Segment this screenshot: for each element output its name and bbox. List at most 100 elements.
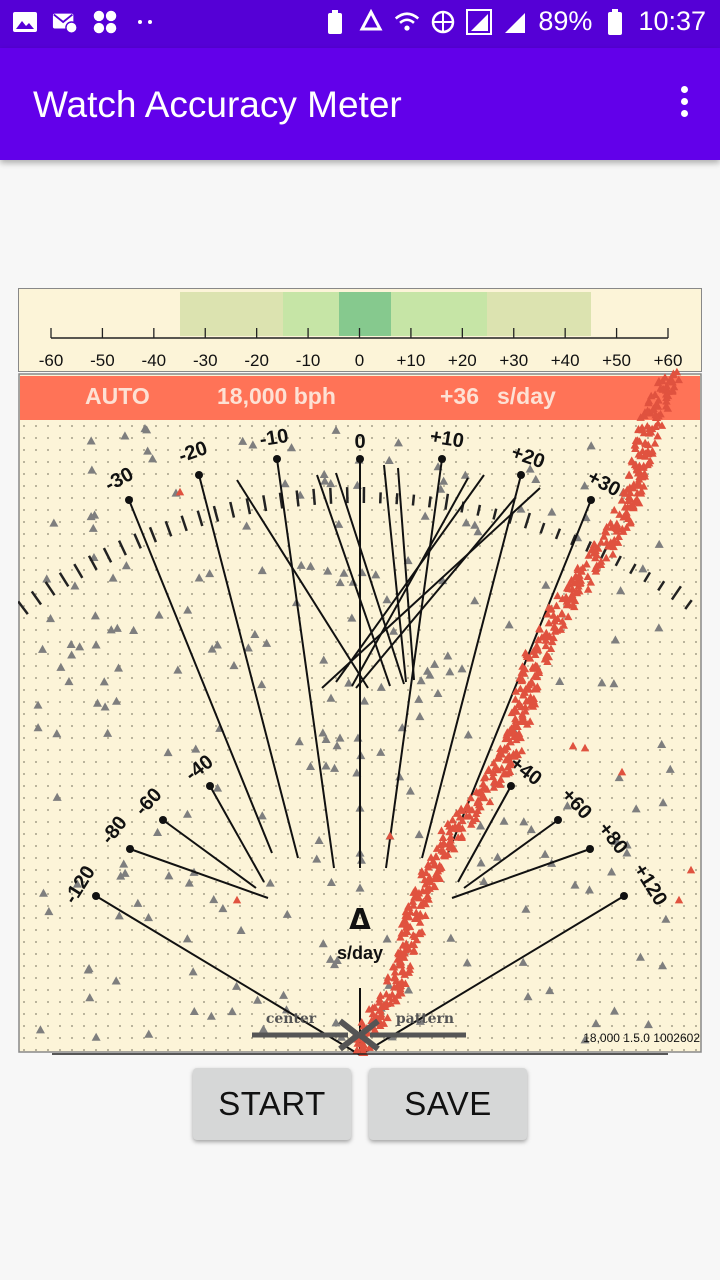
- marker: [404, 902, 413, 910]
- marker: [279, 990, 289, 999]
- marker: [114, 663, 124, 672]
- arc-tick: [245, 498, 252, 515]
- marker: [52, 792, 62, 801]
- fan-label-plus10: +10: [428, 426, 465, 453]
- marker: [439, 476, 449, 485]
- arc-tick: [102, 547, 113, 563]
- marker: [518, 710, 527, 718]
- marker: [488, 772, 497, 781]
- fan-line: [129, 848, 269, 899]
- fan-lines: [92, 455, 628, 1056]
- fan-line: [198, 474, 299, 859]
- marker: [624, 496, 633, 505]
- marker: [570, 880, 580, 889]
- marker: [517, 746, 526, 755]
- marker: [430, 874, 439, 883]
- marker: [435, 874, 445, 882]
- marker: [414, 694, 424, 703]
- marker: [209, 894, 219, 904]
- arc-tick: [329, 487, 333, 504]
- accuracy-meter: -60 -50 -40 -30 -20 -10 0 +10 +20 +30 +4…: [17, 288, 702, 1057]
- arc-tick: [44, 581, 56, 596]
- marker: [650, 439, 660, 447]
- marker: [465, 811, 474, 820]
- marker: [643, 1019, 653, 1029]
- arc-tick: [670, 585, 682, 601]
- marker: [412, 892, 422, 901]
- marker: [86, 511, 96, 521]
- marker: [446, 832, 455, 841]
- arc-tick: [492, 508, 498, 520]
- marker: [66, 639, 76, 648]
- marker: [253, 995, 263, 1004]
- arc-tick: [312, 488, 317, 505]
- marker: [516, 504, 526, 513]
- marker: [485, 797, 495, 806]
- marker: [323, 566, 333, 575]
- marker: [38, 888, 48, 897]
- marker: [218, 903, 228, 913]
- fan-line: [359, 895, 625, 1056]
- overflow-menu-icon[interactable]: [676, 86, 692, 122]
- marker: [359, 1040, 368, 1049]
- marker: [85, 993, 95, 1002]
- fan-line-dot: [554, 816, 562, 824]
- marker: [403, 927, 412, 936]
- marker: [38, 644, 48, 653]
- marker: [457, 664, 467, 673]
- marker: [518, 957, 528, 966]
- marker: [232, 895, 242, 904]
- marker: [619, 527, 628, 535]
- marker: [550, 616, 559, 625]
- marker: [382, 595, 392, 604]
- marker: [389, 626, 399, 635]
- app-bar: Watch Accuracy Meter: [0, 48, 720, 160]
- signal2-icon: [502, 8, 528, 36]
- marker: [86, 436, 96, 445]
- beat-trace: [175, 367, 696, 1057]
- marker: [238, 436, 248, 445]
- marker: [182, 809, 192, 818]
- fan-line: [128, 499, 273, 854]
- start-button[interactable]: START: [193, 1068, 351, 1140]
- marker: [49, 518, 59, 527]
- marker: [646, 391, 656, 400]
- angle-arc: [17, 487, 693, 615]
- save-button[interactable]: SAVE: [369, 1068, 527, 1140]
- marker: [184, 878, 194, 887]
- marker: [421, 886, 431, 895]
- marker: [592, 561, 601, 569]
- marker: [325, 954, 335, 963]
- marker: [452, 809, 461, 817]
- marker: [432, 844, 442, 852]
- system-icons: 89% 10:37: [322, 6, 706, 37]
- arc-tick: [657, 580, 666, 592]
- marker: [540, 849, 550, 858]
- marker: [99, 677, 109, 686]
- marker: [357, 1018, 366, 1026]
- marker: [406, 961, 415, 970]
- marker: [100, 702, 110, 711]
- marker: [479, 779, 488, 788]
- marker: [429, 882, 439, 890]
- marker: [262, 638, 272, 647]
- arc-tick: [411, 494, 416, 506]
- marker: [489, 777, 499, 786]
- marker: [542, 630, 551, 638]
- marker: [535, 624, 544, 632]
- arc-tick: [570, 534, 577, 546]
- marker: [471, 814, 481, 823]
- fan-line-dot: [507, 782, 515, 790]
- marker: [144, 913, 154, 922]
- marker: [365, 1043, 374, 1051]
- marker: [580, 1035, 590, 1044]
- fan-line-dot: [159, 816, 167, 824]
- dots-icon: [132, 8, 158, 36]
- marker: [496, 775, 505, 783]
- marker: [318, 939, 328, 948]
- arc-tick: [523, 512, 532, 529]
- marker: [548, 637, 557, 646]
- marker: [87, 465, 97, 474]
- fan-label-minus10: -10: [258, 425, 290, 451]
- marker: [546, 605, 555, 613]
